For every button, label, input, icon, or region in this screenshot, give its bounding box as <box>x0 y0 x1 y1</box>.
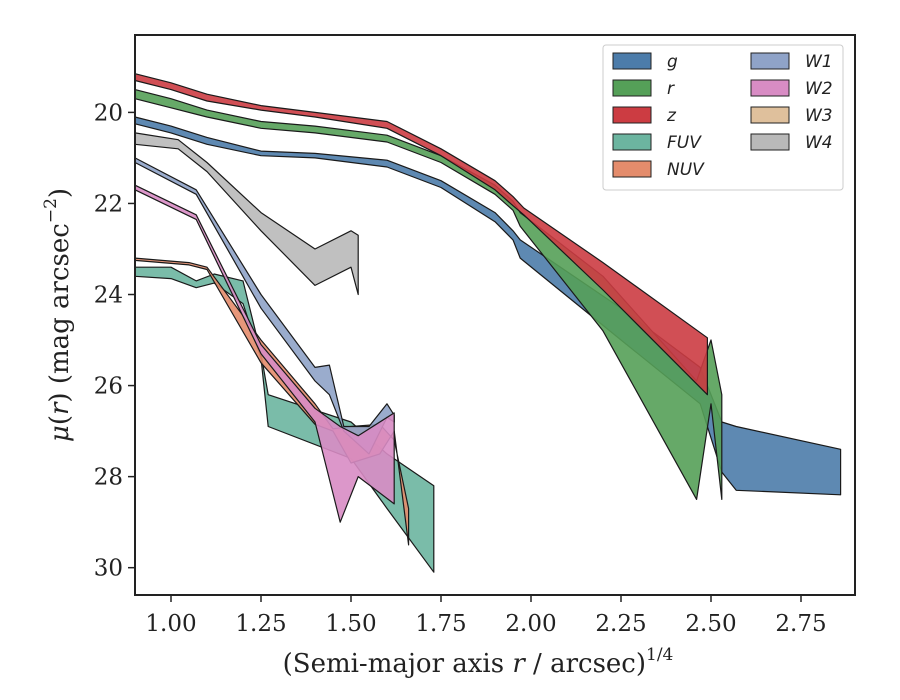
x-axis-label-sup: 1/4 <box>646 645 673 665</box>
legend-swatch-w4 <box>750 133 790 151</box>
y-tick-label: 22 <box>94 191 123 217</box>
legend: grz FUV NUV W1 W2 W3 W4 <box>602 44 844 191</box>
legend-label-nuv: NUV <box>667 160 705 180</box>
y-axis-label-rest: ) (mag arcsec <box>45 223 75 402</box>
x-tick-label: 1.50 <box>325 611 376 637</box>
y-tick-label: 30 <box>94 556 123 582</box>
x-axis-label-rest: / arcsec) <box>525 649 646 679</box>
band-g <box>134 116 842 496</box>
y-axis-label-mu: μ <box>45 425 75 442</box>
legend-swatch-fuv <box>612 133 652 151</box>
y-axis: 20 22 24 26 28 30 <box>94 100 135 582</box>
y-tick-label: 24 <box>94 283 123 309</box>
band-w4 <box>134 132 359 296</box>
legend-label-z: z <box>666 106 677 126</box>
y-axis-label-sup: −2 <box>41 198 61 223</box>
x-tick-label: 1.25 <box>235 611 286 637</box>
x-tick-label: 1.00 <box>145 611 196 637</box>
axes-frame <box>134 34 856 596</box>
x-tick-label: 2.75 <box>775 611 826 637</box>
legend-label-g: g <box>667 52 678 72</box>
y-tick-label: 28 <box>94 465 123 491</box>
legend-label-w1: W1 <box>805 52 833 72</box>
bands-layer <box>134 73 842 573</box>
legend-swatch-nuv <box>612 160 652 178</box>
legend-label-r: r <box>667 79 675 99</box>
y-tick-label: 26 <box>94 374 123 400</box>
legend-swatch-w1 <box>750 52 790 70</box>
legend-label-w2: W2 <box>805 79 833 99</box>
legend-swatch-g <box>612 52 652 70</box>
legend-label-fuv: FUV <box>667 133 702 153</box>
y-tick-label: 20 <box>94 100 123 126</box>
legend-swatch-w3 <box>750 106 790 124</box>
legend-swatch-w2 <box>750 79 790 97</box>
band-w2 <box>134 184 395 523</box>
y-axis-label-open: ( <box>45 415 75 425</box>
y-axis-label-r: r <box>45 401 75 415</box>
band-z <box>134 73 709 396</box>
x-axis-label-r: r <box>512 649 526 679</box>
legend-swatch-z <box>612 106 652 124</box>
x-axis: 1.00 1.25 1.50 1.75 2.00 2.25 2.50 2.75 <box>145 595 827 637</box>
x-tick-label: 1.75 <box>415 611 466 637</box>
band-nuv <box>134 257 410 546</box>
band-r <box>134 88 723 500</box>
legend-label-w3: W3 <box>805 106 833 126</box>
legend-swatch-r <box>612 79 652 97</box>
x-axis-label-main: (Semi-major axis <box>283 649 513 679</box>
x-tick-label: 2.00 <box>505 611 556 637</box>
x-axis-label: (Semi-major axis r / arcsec)1/4 <box>283 645 674 679</box>
legend-label-w4: W4 <box>805 133 833 153</box>
band-w1 <box>134 157 395 455</box>
y-axis-label-close: ) <box>45 188 75 198</box>
x-tick-label: 2.25 <box>595 611 646 637</box>
x-tick-label: 2.50 <box>685 611 736 637</box>
y-axis-label: μ(r) (mag arcsec−2) <box>41 188 75 442</box>
